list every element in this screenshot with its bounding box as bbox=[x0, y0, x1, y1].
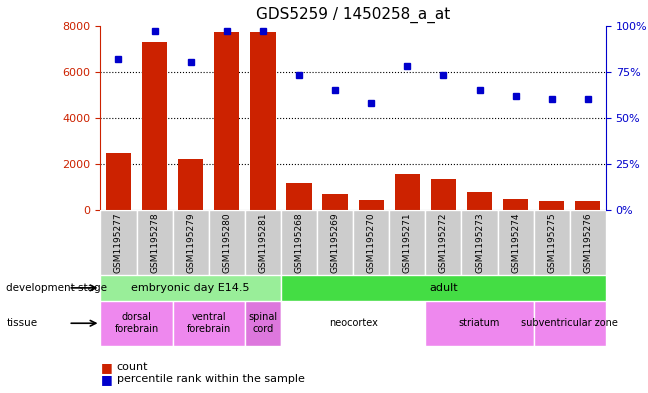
Bar bbox=[389, 210, 425, 275]
Bar bbox=[498, 210, 534, 275]
Text: GSM1195276: GSM1195276 bbox=[583, 212, 592, 273]
Text: striatum: striatum bbox=[459, 318, 500, 328]
Text: GSM1195279: GSM1195279 bbox=[186, 212, 195, 273]
Bar bbox=[178, 160, 203, 210]
Bar bbox=[245, 210, 281, 275]
Bar bbox=[425, 301, 534, 346]
Bar bbox=[425, 210, 461, 275]
Text: GSM1195278: GSM1195278 bbox=[150, 212, 159, 273]
Text: tissue: tissue bbox=[6, 318, 38, 328]
Text: adult: adult bbox=[429, 283, 457, 293]
Bar bbox=[100, 210, 137, 275]
Bar bbox=[358, 200, 384, 210]
Text: dorsal
forebrain: dorsal forebrain bbox=[115, 312, 159, 334]
Bar bbox=[172, 301, 245, 346]
Text: subventricular zone: subventricular zone bbox=[522, 318, 618, 328]
Bar bbox=[575, 202, 601, 210]
Text: GSM1195280: GSM1195280 bbox=[222, 212, 231, 273]
Text: spinal
cord: spinal cord bbox=[248, 312, 277, 334]
Text: GSM1195271: GSM1195271 bbox=[403, 212, 412, 273]
Bar bbox=[245, 301, 281, 346]
Bar bbox=[209, 210, 245, 275]
Bar bbox=[281, 301, 425, 346]
Text: GSM1195269: GSM1195269 bbox=[330, 212, 340, 273]
Bar bbox=[281, 275, 606, 301]
Bar bbox=[431, 179, 456, 210]
Bar bbox=[534, 301, 606, 346]
Text: percentile rank within the sample: percentile rank within the sample bbox=[117, 374, 305, 384]
Bar bbox=[250, 33, 275, 210]
Text: GSM1195270: GSM1195270 bbox=[367, 212, 376, 273]
Bar bbox=[286, 182, 312, 210]
Text: ■: ■ bbox=[100, 373, 112, 386]
Text: ■: ■ bbox=[100, 361, 112, 374]
Title: GDS5259 / 1450258_a_at: GDS5259 / 1450258_a_at bbox=[256, 7, 450, 23]
Bar bbox=[137, 210, 172, 275]
Text: GSM1195277: GSM1195277 bbox=[114, 212, 123, 273]
Text: count: count bbox=[117, 362, 148, 373]
Text: GSM1195281: GSM1195281 bbox=[259, 212, 268, 273]
Bar bbox=[461, 210, 498, 275]
Bar bbox=[142, 42, 167, 210]
Text: GSM1195274: GSM1195274 bbox=[511, 212, 520, 273]
Text: GSM1195268: GSM1195268 bbox=[294, 212, 303, 273]
Bar bbox=[100, 275, 281, 301]
Bar bbox=[534, 210, 570, 275]
Bar bbox=[539, 201, 564, 210]
Text: GSM1195275: GSM1195275 bbox=[547, 212, 556, 273]
Bar bbox=[172, 210, 209, 275]
Bar bbox=[106, 152, 131, 210]
Bar bbox=[395, 174, 420, 210]
Text: neocortex: neocortex bbox=[329, 318, 378, 328]
Bar bbox=[503, 199, 528, 210]
Bar bbox=[100, 301, 172, 346]
Bar bbox=[214, 33, 239, 210]
Text: GSM1195273: GSM1195273 bbox=[475, 212, 484, 273]
Bar bbox=[323, 194, 348, 210]
Text: ventral
forebrain: ventral forebrain bbox=[187, 312, 231, 334]
Bar bbox=[281, 210, 317, 275]
Text: development stage: development stage bbox=[6, 283, 108, 293]
Bar bbox=[353, 210, 389, 275]
Bar bbox=[467, 192, 492, 210]
Text: GSM1195272: GSM1195272 bbox=[439, 212, 448, 273]
Bar bbox=[317, 210, 353, 275]
Bar bbox=[570, 210, 606, 275]
Text: embryonic day E14.5: embryonic day E14.5 bbox=[132, 283, 250, 293]
